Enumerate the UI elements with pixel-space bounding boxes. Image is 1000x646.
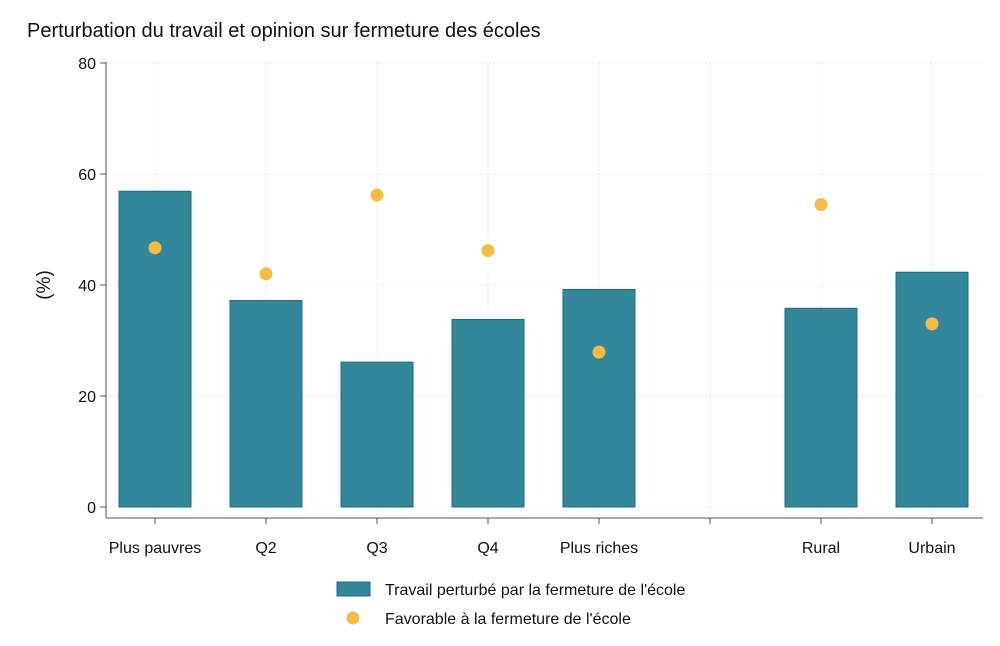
bar (118, 190, 192, 508)
bar (340, 361, 414, 508)
point (370, 188, 384, 202)
bars-layer (118, 190, 969, 508)
point (259, 267, 273, 281)
bar (451, 318, 525, 508)
chart-title: Perturbation du travail et opinion sur f… (27, 20, 541, 42)
x-tick-label: Plus pauvres (109, 540, 202, 557)
y-axis-label: (%) (34, 270, 55, 300)
points-layer (148, 188, 939, 359)
axes-layer: 0 20 40 60 80 Plus pauvres Q2 Q3 Q4 Plus riches Ru… (34, 56, 983, 557)
point (814, 198, 828, 212)
x-tick-label: Plus riches (560, 540, 638, 557)
bar (562, 288, 636, 508)
legend-swatch-point (346, 611, 360, 625)
point (148, 241, 162, 255)
x-tick-label: Rural (802, 540, 840, 557)
y-tick-label: 40 (78, 278, 96, 295)
x-tick-label: Q2 (255, 540, 276, 557)
point (481, 244, 495, 258)
bar (784, 307, 858, 508)
x-tick-label: Urbain (908, 540, 955, 557)
legend-swatch-bar (336, 581, 371, 597)
point (925, 317, 939, 331)
x-tick-label: Q4 (477, 540, 498, 557)
bar (229, 300, 303, 508)
y-tick-label: 20 (78, 389, 96, 406)
y-tick-label: 0 (87, 500, 96, 517)
bar (895, 271, 969, 508)
point (592, 345, 606, 359)
legend-layer: Travail perturbé par la fermeture de l'é… (336, 581, 685, 628)
legend-label-point: Favorable à la fermeture de l'école (385, 611, 631, 628)
y-tick-label: 60 (78, 167, 96, 184)
y-tick-label: 80 (78, 56, 96, 73)
x-tick-label: Q3 (366, 540, 387, 557)
legend-label-bar: Travail perturbé par la fermeture de l'é… (385, 582, 685, 599)
